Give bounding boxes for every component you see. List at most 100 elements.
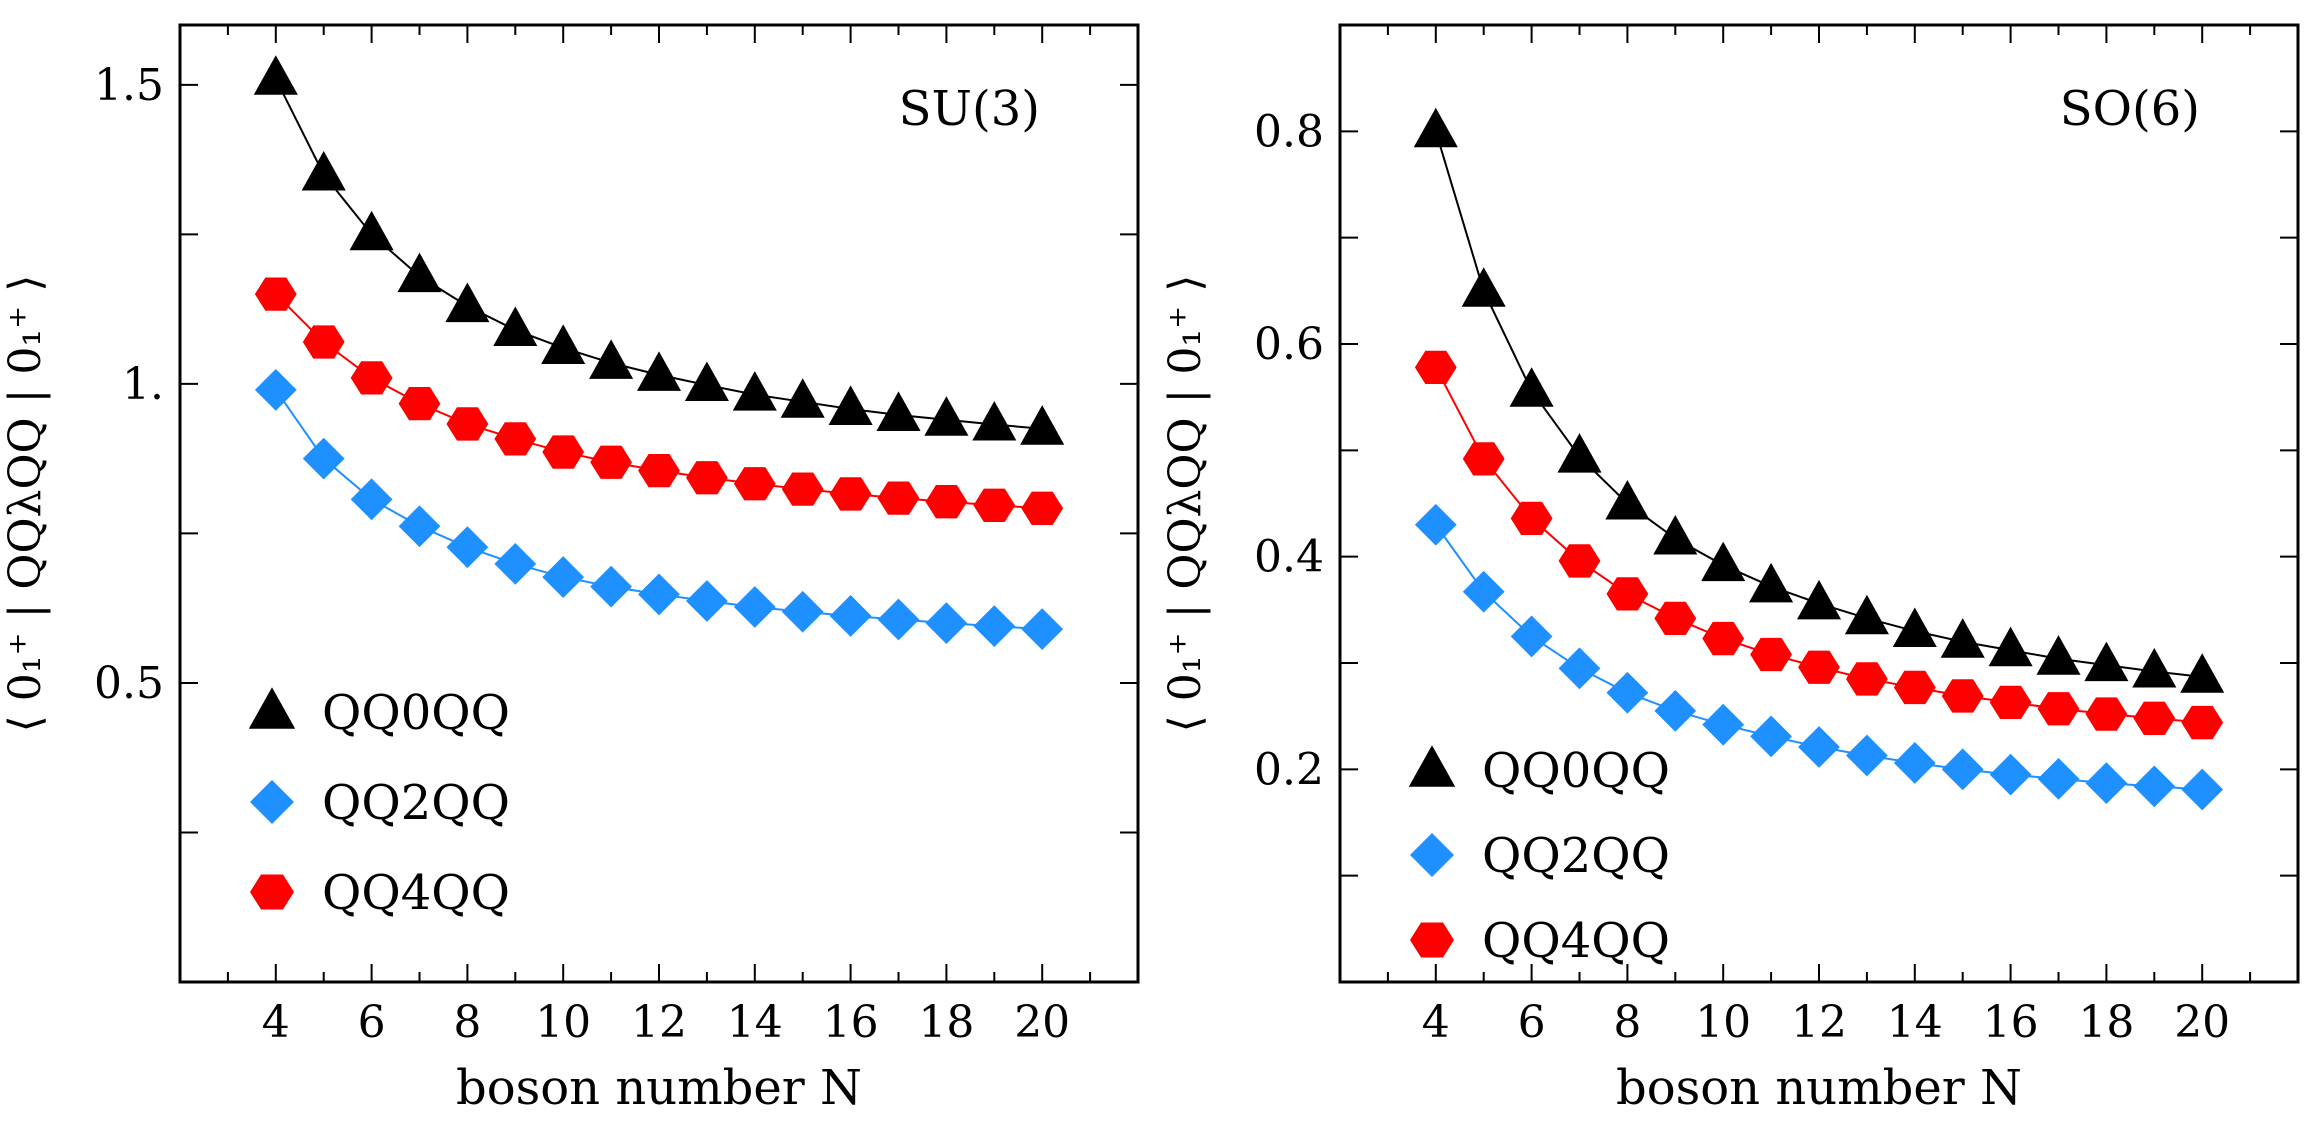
x-tick-label: 10 bbox=[535, 997, 591, 1048]
legend-marker-qq4qq bbox=[250, 874, 294, 910]
data-point-qq0qq bbox=[1701, 541, 1746, 582]
panel-so6: 4 6 8 10 12 14 16 18 20 0.2 0.4 0.6 0.8 boson number … bbox=[1160, 23, 2300, 1116]
y-axis-title: ⟨ 0₁⁺ | QQλQQ | 0₁⁺ ⟩ bbox=[0, 275, 51, 733]
panel-su3: 4 6 8 10 12 14 16 18 20 0.5 1. 1.5 boson number N ⟨ 0… bbox=[0, 23, 1140, 1116]
data-point-qq2qq bbox=[1021, 608, 1064, 651]
data-point-qq4qq bbox=[1510, 501, 1553, 536]
data-point-qq2qq bbox=[1798, 726, 1840, 768]
x-tick-label: 12 bbox=[631, 997, 687, 1048]
data-point-qq4qq bbox=[781, 472, 824, 506]
data-point-qq4qq bbox=[398, 386, 441, 421]
x-tick-label: 8 bbox=[453, 997, 481, 1048]
data-point-qq0qq bbox=[2180, 653, 2225, 693]
data-point-qq2qq bbox=[1558, 647, 1601, 690]
data-point-qq4qq bbox=[590, 445, 632, 479]
legend-label: QQ0QQ bbox=[322, 685, 510, 741]
x-tick-label: 20 bbox=[1014, 997, 1070, 1048]
data-point-qq4qq bbox=[1702, 621, 1745, 656]
data-point-qq2qq bbox=[542, 556, 585, 598]
data-point-qq4qq bbox=[973, 488, 1016, 522]
data-point-qq4qq bbox=[1846, 662, 1888, 696]
data-point-qq4qq bbox=[2133, 701, 2176, 735]
data-point-qq4qq bbox=[350, 361, 393, 395]
data-point-qq0qq bbox=[1413, 107, 1458, 148]
data-point-qq2qq bbox=[302, 437, 345, 480]
panel-label: SU(3) bbox=[899, 81, 1040, 137]
data-point-qq4qq bbox=[1558, 544, 1601, 578]
data-point-qq2qq bbox=[1989, 753, 2032, 796]
data-point-qq4qq bbox=[1462, 442, 1505, 476]
data-point-qq0qq bbox=[2132, 647, 2177, 688]
data-point-qq2qq bbox=[1606, 671, 1649, 714]
data-point-qq0qq bbox=[397, 252, 442, 293]
data-point-qq4qq bbox=[1750, 637, 1792, 672]
x-tick-label: 12 bbox=[1791, 997, 1847, 1048]
data-point-qq2qq bbox=[1941, 748, 1984, 791]
x-tick-label: 10 bbox=[1695, 997, 1751, 1048]
data-point-qq2qq bbox=[254, 368, 297, 411]
data-point-qq2qq bbox=[398, 505, 441, 548]
data-point-qq0qq bbox=[1796, 579, 1842, 620]
data-point-qq2qq bbox=[1654, 689, 1697, 732]
data-point-qq2qq bbox=[638, 573, 680, 616]
data-point-qq4qq bbox=[302, 325, 345, 359]
data-point-qq4qq bbox=[925, 485, 968, 519]
data-point-qq2qq bbox=[1702, 703, 1745, 746]
legend-label: QQ2QQ bbox=[322, 775, 510, 831]
legend-label: QQ0QQ bbox=[1482, 743, 1670, 799]
data-point-qq0qq bbox=[2084, 641, 2129, 682]
data-point-qq4qq bbox=[829, 477, 872, 511]
data-point-qq0qq bbox=[780, 378, 825, 418]
x-tick-label: 16 bbox=[823, 997, 879, 1048]
y-tick-label: 1. bbox=[122, 359, 164, 410]
data-point-qq4qq bbox=[2037, 692, 2080, 726]
x-tick-label: 4 bbox=[1422, 997, 1450, 1048]
data-point-qq4qq bbox=[686, 461, 728, 495]
data-point-qq2qq bbox=[2037, 758, 2080, 800]
data-point-qq2qq bbox=[2133, 765, 2176, 808]
data-point-qq4qq bbox=[1893, 670, 1936, 705]
data-point-qq2qq bbox=[2085, 762, 2128, 805]
data-point-qq0qq bbox=[1844, 594, 1889, 635]
data-point-qq0qq bbox=[253, 55, 298, 95]
data-point-qq2qq bbox=[350, 478, 393, 521]
legend-marker-qq4qq bbox=[1410, 922, 1454, 958]
panel-label: SO(6) bbox=[2060, 81, 2200, 137]
data-point-qq0qq bbox=[493, 306, 538, 347]
x-tick-label: 6 bbox=[1518, 997, 1546, 1048]
y-axis-title: ⟨ 0₁⁺ | QQλQQ | 0₁⁺ ⟩ bbox=[1160, 275, 1211, 733]
data-point-qq0qq bbox=[828, 385, 873, 425]
data-point-qq4qq bbox=[254, 277, 297, 311]
data-point-qq4qq bbox=[1414, 350, 1457, 385]
data-point-qq2qq bbox=[446, 526, 489, 569]
data-point-qq4qq bbox=[494, 422, 537, 456]
data-point-qq2qq bbox=[925, 602, 968, 645]
data-point-qq0qq bbox=[636, 351, 682, 391]
legend-label: QQ2QQ bbox=[1482, 828, 1670, 884]
data-point-qq2qq bbox=[973, 605, 1016, 648]
data-point-qq2qq bbox=[1510, 615, 1553, 658]
data-point-qq0qq bbox=[589, 339, 634, 379]
data-point-qq0qq bbox=[541, 324, 586, 364]
data-point-qq4qq bbox=[542, 435, 585, 469]
data-point-qq4qq bbox=[1606, 577, 1649, 611]
y-tick-label: 0.6 bbox=[1254, 319, 1324, 370]
x-tick-label: 18 bbox=[918, 997, 974, 1048]
data-point-qq0qq bbox=[924, 396, 969, 436]
data-point-qq0qq bbox=[349, 210, 394, 251]
data-point-qq0qq bbox=[445, 282, 490, 323]
data-point-qq4qq bbox=[733, 467, 776, 501]
data-point-qq4qq bbox=[2181, 705, 2224, 740]
y-tick-label: 0.4 bbox=[1254, 532, 1324, 583]
x-tick-label: 18 bbox=[2078, 997, 2134, 1048]
data-point-qq2qq bbox=[686, 580, 728, 622]
data-point-qq0qq bbox=[1461, 267, 1506, 307]
data-point-qq4qq bbox=[1941, 679, 1984, 713]
y-tick-label: 0.8 bbox=[1254, 106, 1324, 157]
data-point-qq2qq bbox=[877, 598, 920, 641]
x-axis-title: boson number N bbox=[1616, 1060, 2022, 1116]
y-tick-label: 0.2 bbox=[1254, 744, 1324, 795]
x-tick-label: 16 bbox=[1983, 997, 2039, 1048]
legend-marker-qq2qq bbox=[250, 780, 294, 824]
